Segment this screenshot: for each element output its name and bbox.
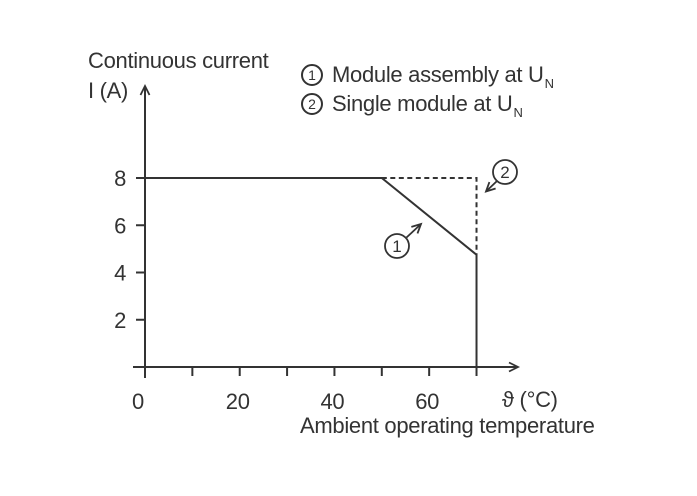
y-tick-label: 4: [114, 261, 126, 286]
legend: 1 Module assembly at UN 2 Single module …: [301, 60, 554, 120]
x-tick-label: 20: [226, 389, 250, 414]
curves: [145, 177, 478, 367]
legend-label: Module assembly at UN: [332, 61, 554, 91]
curve-2: [381, 177, 478, 255]
subscript-n: N: [544, 75, 554, 91]
legend-text: Module assembly at U: [332, 61, 544, 87]
y-ticks: [136, 177, 145, 321]
x-tick-label: 0: [132, 389, 144, 414]
y-tick-label: 8: [114, 166, 126, 191]
x-tick-labels: 0 20 40 60: [132, 389, 439, 414]
subscript-n: N: [513, 104, 523, 120]
y-tick-label: 2: [114, 308, 126, 333]
legend-item-single-module: 2 Single module at UN: [301, 89, 554, 120]
x-tick-label: 60: [415, 389, 439, 414]
callout-1-number: 1: [392, 237, 401, 256]
y-tick-labels: 2 4 6 8: [114, 166, 126, 333]
y-tick-label: 6: [114, 213, 126, 238]
callout-2-circle-icon: [492, 159, 518, 185]
callout-2-number: 2: [500, 163, 509, 182]
legend-item-module-assembly: 1 Module assembly at UN: [301, 60, 554, 91]
curve-1: [145, 177, 478, 367]
x-axis-unit: ϑ (°C): [502, 387, 558, 412]
callout-2: 2: [484, 159, 518, 193]
legend-label: Single module at UN: [332, 90, 523, 120]
callout-1-circle-icon: [384, 233, 410, 259]
x-axis-caption: Ambient operating temperature: [300, 413, 595, 438]
callout-1: 1: [384, 222, 423, 259]
y-axis-title-line1: Continuous current: [88, 48, 269, 73]
circled-1-icon: 1: [301, 63, 323, 86]
y-axis-title: Continuous current I (A): [88, 46, 269, 106]
legend-text: Single module at U: [332, 90, 513, 116]
x-tick-label: 40: [321, 389, 345, 414]
callout-2-arrow: [484, 180, 498, 193]
y-axis-unit: I (A): [88, 78, 129, 103]
callout-1-arrow: [405, 222, 423, 239]
x-ticks: [144, 367, 478, 376]
circled-2-icon: 2: [301, 92, 323, 115]
